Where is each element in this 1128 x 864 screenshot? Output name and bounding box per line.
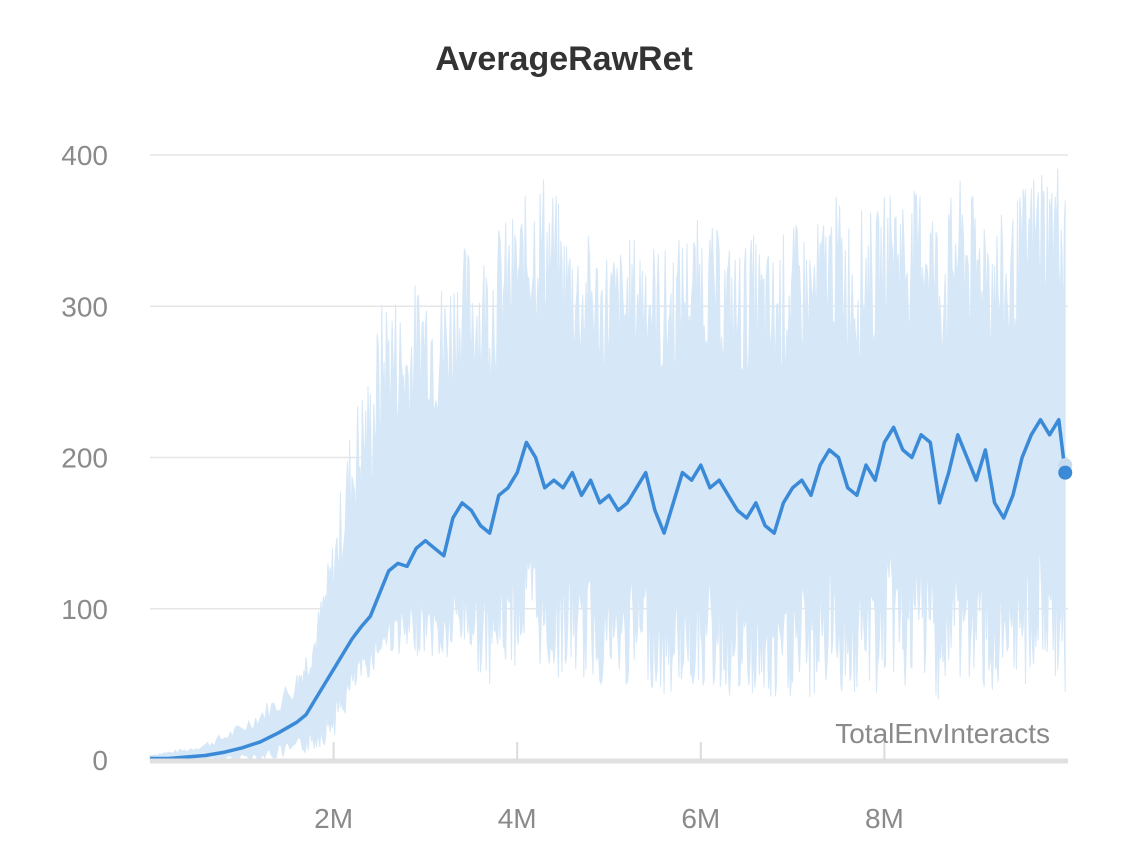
- x-axis-ticks: 2M 4M 6M 8M: [314, 803, 904, 834]
- x-tick-label-8M: 8M: [865, 803, 904, 834]
- y-tick-label-200: 200: [61, 443, 108, 474]
- y-tick-label-400: 400: [61, 140, 108, 171]
- series-band-area-0: [150, 169, 1065, 760]
- series-endpoint-marker-0: [1058, 466, 1072, 480]
- x-axis-label: TotalEnvInteracts: [835, 718, 1050, 749]
- chart-title: AverageRawRet: [435, 40, 693, 78]
- x-tick-label-2M: 2M: [314, 803, 353, 834]
- series-band: [150, 169, 1065, 760]
- x-tick-label-4M: 4M: [498, 803, 537, 834]
- y-tick-label-300: 300: [61, 291, 108, 322]
- y-axis-ticks: 0 100 200 300 400: [61, 140, 108, 776]
- x-tick-label-6M: 6M: [681, 803, 720, 834]
- y-tick-label-0: 0: [92, 745, 108, 776]
- y-tick-label-100: 100: [61, 594, 108, 625]
